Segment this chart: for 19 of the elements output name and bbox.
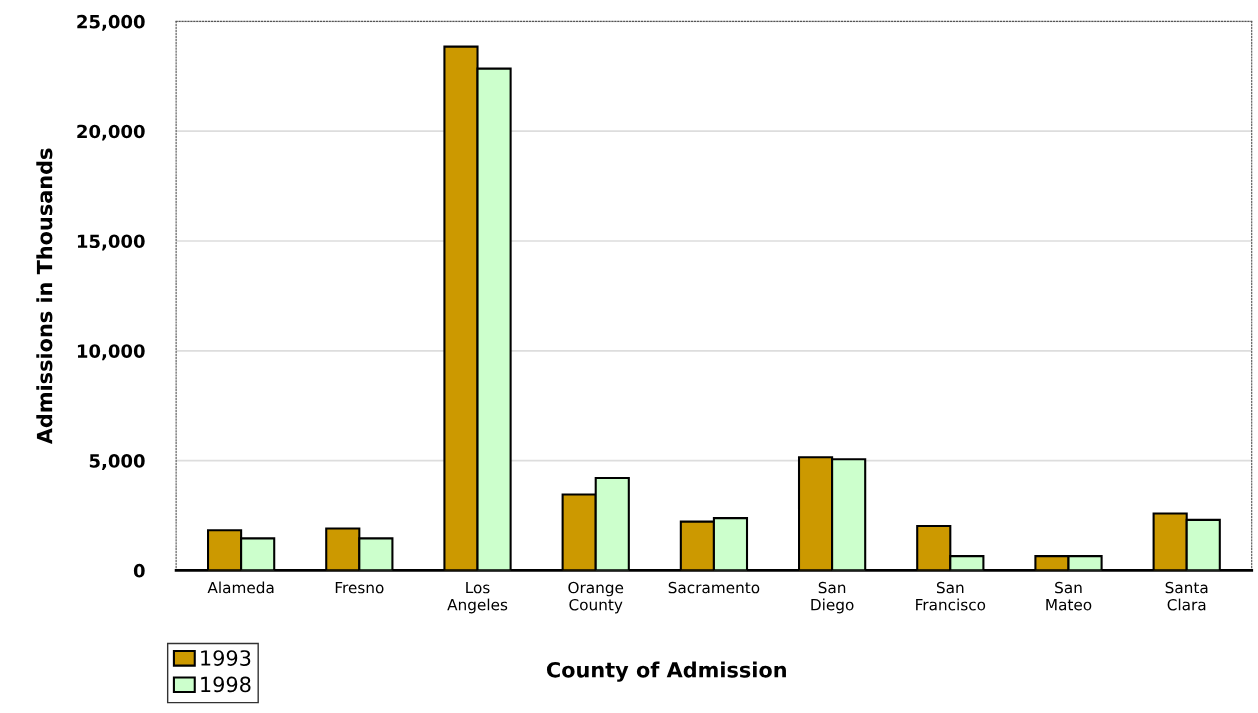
x-axis-title: County of Admission xyxy=(546,661,786,682)
x-tick-label: San Diego xyxy=(811,581,854,614)
y-tick-label: 5,000 xyxy=(89,454,145,471)
x-tick-label: Fresno xyxy=(335,581,384,594)
y-axis-title: Admissions in Thousands xyxy=(36,148,53,445)
x-tick-label: Santa Clara xyxy=(1165,581,1208,611)
y-tick-label: 0 xyxy=(133,563,145,578)
y-tick-label: 10,000 xyxy=(77,344,145,361)
x-tick-label: Los Angeles xyxy=(447,581,508,614)
legend-label: 1998 xyxy=(201,676,251,693)
legend-label: 1993 xyxy=(201,650,251,666)
y-tick-label: 25,000 xyxy=(77,14,145,31)
x-tick-label: Sacramento xyxy=(668,581,760,594)
x-tick-label: Alameda xyxy=(207,581,274,594)
y-tick-label: 20,000 xyxy=(77,124,145,141)
x-tick-label: San Francisco xyxy=(916,581,986,611)
x-tick-label: Orange County xyxy=(568,581,624,614)
x-tick-label: San Mateo xyxy=(1046,581,1092,611)
y-tick-label: 15,000 xyxy=(77,234,145,251)
